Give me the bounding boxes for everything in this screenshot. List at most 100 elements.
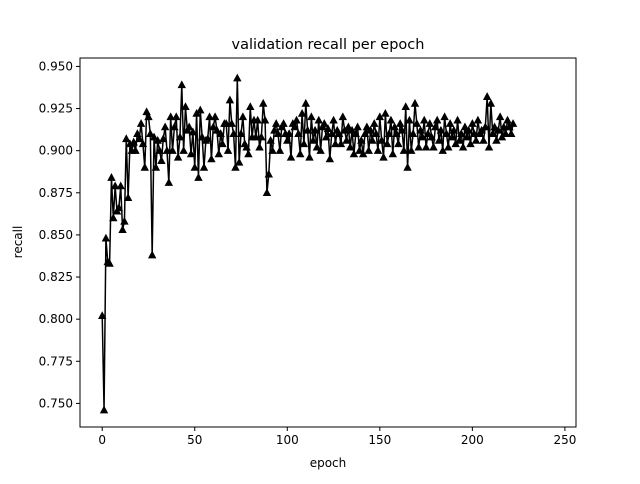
data-point-marker: [331, 139, 340, 148]
data-point-marker: [420, 115, 429, 124]
data-point-marker: [412, 119, 422, 127]
data-point-marker: [418, 132, 427, 141]
data-point-marker: [155, 146, 164, 154]
data-point-marker: [316, 146, 325, 154]
data-point-marker: [357, 135, 366, 144]
data-point-marker: [508, 119, 518, 127]
data-point-marker: [492, 135, 501, 144]
data-point-marker: [323, 124, 333, 132]
data-point-marker: [434, 135, 444, 144]
data-point-marker: [229, 129, 238, 138]
data-point-marker: [314, 115, 323, 124]
data-point-marker: [172, 112, 181, 121]
data-point-marker: [279, 119, 288, 127]
data-point-marker: [462, 132, 472, 141]
data-point-marker: [160, 122, 170, 131]
plot-area: [98, 73, 518, 414]
data-point-marker: [199, 162, 209, 171]
data-point-marker: [259, 98, 268, 107]
data-point-marker: [101, 233, 111, 242]
data-point-marker: [114, 203, 124, 212]
data-point-marker: [427, 132, 436, 141]
data-point-marker: [336, 139, 346, 148]
data-point-marker: [458, 142, 468, 151]
data-point-marker: [394, 139, 403, 148]
x-axis-label: epoch: [310, 456, 347, 470]
data-point-marker: [260, 115, 270, 124]
data-point-marker: [353, 122, 362, 131]
data-point-marker: [175, 132, 185, 141]
data-point-marker: [262, 188, 272, 196]
data-point-marker: [184, 122, 194, 131]
x-tick-label: 0: [98, 433, 106, 447]
data-point-marker: [157, 156, 166, 164]
data-point-marker: [388, 149, 397, 158]
data-point-marker: [151, 162, 161, 171]
y-tick-label: 0.900: [39, 144, 73, 158]
data-point-marker: [484, 142, 494, 151]
data-point-marker: [470, 129, 479, 138]
data-point-marker: [177, 80, 186, 89]
data-point-marker: [120, 216, 129, 225]
data-point-marker: [222, 119, 231, 127]
data-point-marker: [368, 135, 377, 144]
data-point-marker: [186, 149, 196, 158]
data-point-marker: [390, 122, 399, 131]
data-point-marker: [473, 115, 483, 124]
data-point-marker: [327, 129, 336, 138]
x-tick-label: 50: [187, 433, 202, 447]
data-point-marker: [379, 152, 388, 161]
data-point-marker: [438, 146, 447, 154]
data-point-marker: [190, 162, 199, 171]
data-point-marker: [105, 258, 114, 267]
data-point-marker: [360, 129, 370, 138]
data-point-marker: [271, 119, 281, 127]
data-point-marker: [283, 135, 292, 144]
data-point-marker: [255, 142, 264, 151]
data-point-marker: [136, 119, 146, 127]
data-point-marker: [375, 112, 385, 121]
data-point-marker: [453, 115, 462, 124]
data-point-marker: [381, 109, 390, 117]
data-point-marker: [481, 122, 490, 131]
y-tick-label: 0.800: [39, 312, 73, 326]
data-point-marker: [344, 122, 353, 131]
data-point-marker: [457, 129, 466, 138]
data-point-marker: [123, 193, 133, 202]
data-point-marker: [205, 112, 214, 121]
data-point-marker: [440, 112, 449, 121]
data-point-marker: [196, 105, 205, 114]
data-point-marker: [268, 146, 277, 154]
data-point-marker: [305, 152, 314, 161]
data-point-marker: [495, 112, 505, 121]
data-point-marker: [384, 129, 394, 138]
data-point-marker: [98, 311, 107, 319]
data-point-marker: [346, 142, 355, 151]
data-point-marker: [118, 225, 127, 234]
data-point-marker: [488, 129, 497, 138]
data-point-marker: [179, 146, 188, 154]
data-point-marker: [486, 98, 496, 107]
data-point-marker: [244, 149, 253, 158]
data-point-marker: [429, 142, 438, 151]
data-point-marker: [423, 129, 433, 138]
data-point-marker: [266, 135, 275, 144]
data-point-marker: [234, 157, 244, 166]
y-tick-label: 0.775: [39, 354, 73, 368]
data-point-marker: [107, 173, 116, 181]
data-point-marker: [399, 146, 409, 154]
data-point-marker: [342, 135, 351, 144]
data-point-marker: [135, 134, 144, 143]
data-point-marker: [170, 122, 179, 131]
y-tick-label: 0.925: [39, 102, 73, 116]
data-point-marker: [401, 102, 410, 111]
plot-frame: [79, 57, 577, 428]
data-point-marker: [338, 112, 348, 121]
data-point-marker: [109, 213, 118, 222]
data-point-marker: [312, 142, 322, 151]
data-point-marker: [162, 146, 172, 154]
data-point-marker: [494, 125, 503, 134]
data-point-marker: [395, 119, 405, 127]
y-axis-label: recall: [11, 226, 25, 259]
